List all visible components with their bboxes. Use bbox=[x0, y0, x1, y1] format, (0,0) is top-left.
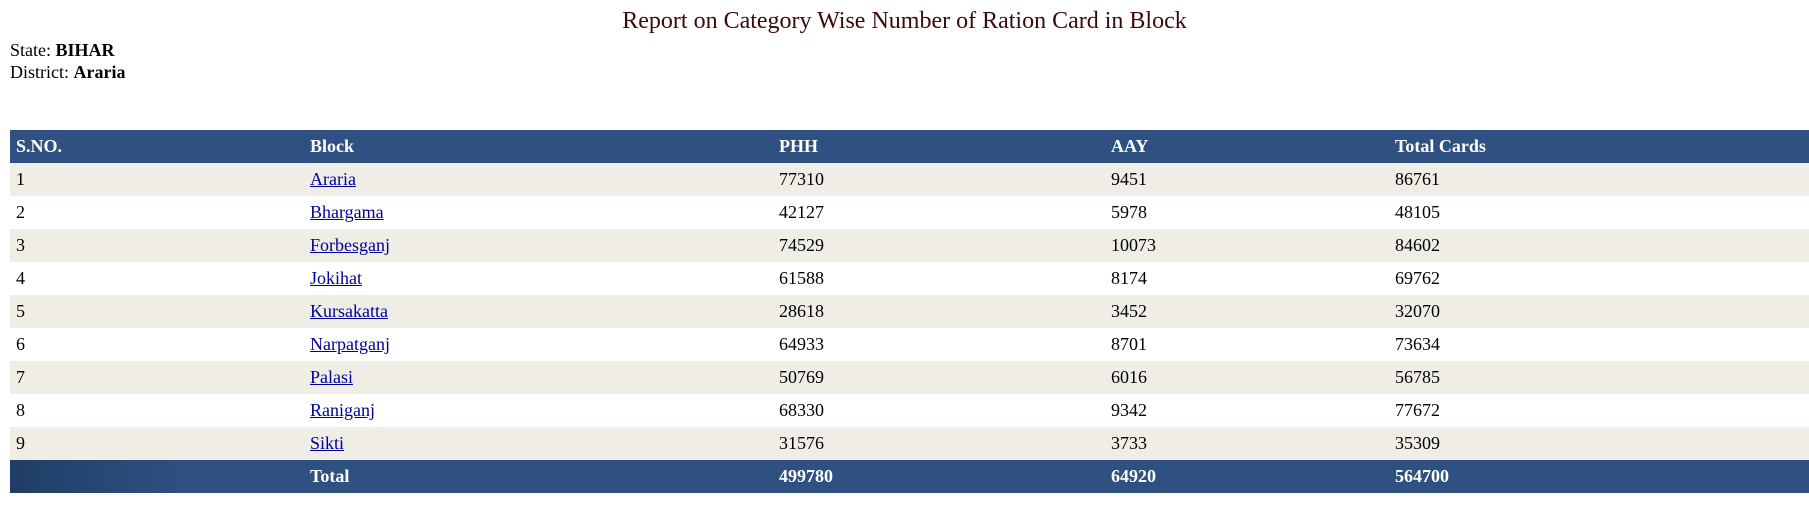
block-link[interactable]: Sikti bbox=[310, 433, 345, 453]
footer-cards-total: 564700 bbox=[1389, 460, 1809, 493]
cell-total: 77672 bbox=[1389, 394, 1809, 427]
cell-sno: 2 bbox=[10, 196, 304, 229]
cell-block: Jokihat bbox=[304, 262, 773, 295]
cell-phh: 68330 bbox=[773, 394, 1105, 427]
cell-block: Araria bbox=[304, 163, 773, 196]
block-link[interactable]: Narpatganj bbox=[310, 334, 390, 354]
block-link[interactable]: Bhargama bbox=[310, 202, 384, 222]
cell-aay: 3452 bbox=[1105, 295, 1389, 328]
block-link[interactable]: Jokihat bbox=[310, 268, 362, 288]
footer-phh-total: 499780 bbox=[773, 460, 1105, 493]
cell-block: Palasi bbox=[304, 361, 773, 394]
cell-block: Kursakatta bbox=[304, 295, 773, 328]
cell-block: Narpatganj bbox=[304, 328, 773, 361]
cell-block: Bhargama bbox=[304, 196, 773, 229]
cell-block: Sikti bbox=[304, 427, 773, 460]
footer-total-label: Total bbox=[304, 460, 773, 493]
cell-aay: 8701 bbox=[1105, 328, 1389, 361]
cell-phh: 28618 bbox=[773, 295, 1105, 328]
cell-aay: 6016 bbox=[1105, 361, 1389, 394]
table-row: 7 Palasi 50769 6016 56785 bbox=[10, 361, 1809, 394]
table-row: 9 Sikti 31576 3733 35309 bbox=[10, 427, 1809, 460]
table-row: 2 Bhargama 42127 5978 48105 bbox=[10, 196, 1809, 229]
cell-block: Forbesganj bbox=[304, 229, 773, 262]
cell-phh: 31576 bbox=[773, 427, 1105, 460]
table-row: 5 Kursakatta 28618 3452 32070 bbox=[10, 295, 1809, 328]
cell-total: 86761 bbox=[1389, 163, 1809, 196]
block-link[interactable]: Raniganj bbox=[310, 400, 375, 420]
district-label: District: bbox=[10, 62, 69, 82]
block-link[interactable]: Kursakatta bbox=[310, 301, 388, 321]
cell-block: Raniganj bbox=[304, 394, 773, 427]
state-info: State: BIHAR bbox=[10, 39, 115, 61]
footer-empty-cell bbox=[10, 460, 304, 493]
cell-sno: 7 bbox=[10, 361, 304, 394]
cell-total: 73634 bbox=[1389, 328, 1809, 361]
header-total-cards: Total Cards bbox=[1389, 130, 1809, 163]
cell-sno: 6 bbox=[10, 328, 304, 361]
footer-aay-total: 64920 bbox=[1105, 460, 1389, 493]
cell-phh: 77310 bbox=[773, 163, 1105, 196]
header-block: Block bbox=[304, 130, 773, 163]
cell-phh: 50769 bbox=[773, 361, 1105, 394]
cell-phh: 64933 bbox=[773, 328, 1105, 361]
cell-total: 32070 bbox=[1389, 295, 1809, 328]
cell-aay: 9342 bbox=[1105, 394, 1389, 427]
cell-aay: 5978 bbox=[1105, 196, 1389, 229]
cell-phh: 74529 bbox=[773, 229, 1105, 262]
cell-sno: 4 bbox=[10, 262, 304, 295]
state-label: State: bbox=[10, 40, 51, 60]
cell-total: 84602 bbox=[1389, 229, 1809, 262]
page-title: Report on Category Wise Number of Ration… bbox=[622, 8, 1187, 34]
cell-phh: 61588 bbox=[773, 262, 1105, 295]
cell-sno: 5 bbox=[10, 295, 304, 328]
ration-card-table: S.NO. Block PHH AAY Total Cards 1 Araria… bbox=[10, 130, 1809, 493]
header-aay: AAY bbox=[1105, 130, 1389, 163]
cell-total: 48105 bbox=[1389, 196, 1809, 229]
district-info: District: Araria bbox=[10, 61, 125, 83]
cell-aay: 10073 bbox=[1105, 229, 1389, 262]
cell-aay: 8174 bbox=[1105, 262, 1389, 295]
header-sno: S.NO. bbox=[10, 130, 304, 163]
cell-total: 35309 bbox=[1389, 427, 1809, 460]
block-link[interactable]: Forbesganj bbox=[310, 235, 390, 255]
district-value: Araria bbox=[73, 62, 126, 82]
table-row: 1 Araria 77310 9451 86761 bbox=[10, 163, 1809, 196]
table-row: 8 Raniganj 68330 9342 77672 bbox=[10, 394, 1809, 427]
table-row: 3 Forbesganj 74529 10073 84602 bbox=[10, 229, 1809, 262]
table-footer-row: Total 499780 64920 564700 bbox=[10, 460, 1809, 493]
table-row: 4 Jokihat 61588 8174 69762 bbox=[10, 262, 1809, 295]
block-link[interactable]: Araria bbox=[310, 169, 356, 189]
table-header-row: S.NO. Block PHH AAY Total Cards bbox=[10, 130, 1809, 163]
state-value: BIHAR bbox=[55, 40, 115, 60]
cell-aay: 9451 bbox=[1105, 163, 1389, 196]
cell-sno: 8 bbox=[10, 394, 304, 427]
block-link[interactable]: Palasi bbox=[310, 367, 353, 387]
cell-aay: 3733 bbox=[1105, 427, 1389, 460]
cell-total: 56785 bbox=[1389, 361, 1809, 394]
header-phh: PHH bbox=[773, 130, 1105, 163]
cell-total: 69762 bbox=[1389, 262, 1809, 295]
cell-sno: 1 bbox=[10, 163, 304, 196]
table-row: 6 Narpatganj 64933 8701 73634 bbox=[10, 328, 1809, 361]
cell-sno: 3 bbox=[10, 229, 304, 262]
cell-sno: 9 bbox=[10, 427, 304, 460]
cell-phh: 42127 bbox=[773, 196, 1105, 229]
